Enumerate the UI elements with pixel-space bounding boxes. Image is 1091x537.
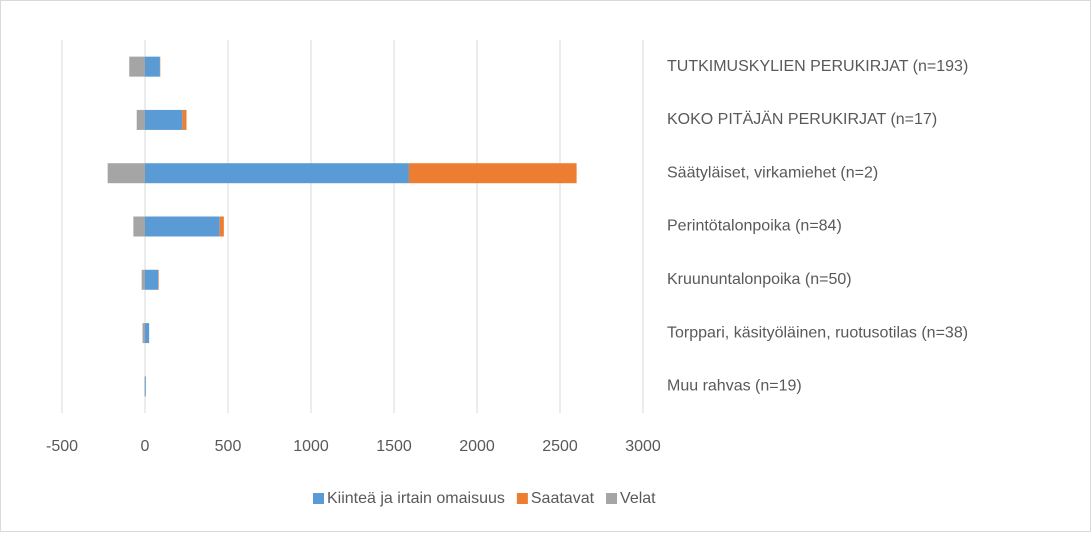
category-label: Perintötalonpoika (n=84) [667,218,842,235]
x-tick-label: 1000 [293,438,329,455]
x-tick-label: 2000 [459,438,495,455]
legend-label: Kiinteä ja irtain omaisuus [327,490,505,507]
bar [145,57,160,77]
x-tick-label: 3000 [625,438,661,455]
x-tick-label: 500 [215,438,242,455]
bar [145,163,409,183]
bar [145,270,158,290]
category-label: Muu rahvas (n=19) [667,378,802,395]
bar [145,110,182,130]
x-tick-label: 1500 [376,438,412,455]
x-tick-label: 0 [141,438,150,455]
bar [142,270,145,290]
legend-label: Saatavat [531,490,595,507]
legend-swatch [313,493,324,504]
bar [129,57,145,77]
bar [137,110,145,130]
bar [409,163,577,183]
legend-swatch [517,493,528,504]
legend-swatch [606,493,617,504]
bar [145,323,149,343]
category-label: Säätyläiset, virkamiehet (n=2) [667,164,878,181]
category-label: Kruununtalonpoika (n=50) [667,271,852,288]
bar [108,163,145,183]
bar [182,110,186,130]
category-label: KOKO PITÄJÄN PERUKIRJAT (n=17) [667,110,937,128]
x-tick-label: 2500 [542,438,578,455]
bar [145,217,220,237]
legend-label: Velat [620,490,656,507]
category-label: TUTKIMUSKYLIEN PERUKIRJAT (n=193) [667,58,968,75]
bar [133,217,145,237]
category-label: Torppari, käsityöläinen, ruotusotilas (n… [667,324,968,341]
x-tick-label: -500 [46,438,78,455]
bar [145,376,146,396]
bar [143,323,145,343]
bar [220,217,224,237]
